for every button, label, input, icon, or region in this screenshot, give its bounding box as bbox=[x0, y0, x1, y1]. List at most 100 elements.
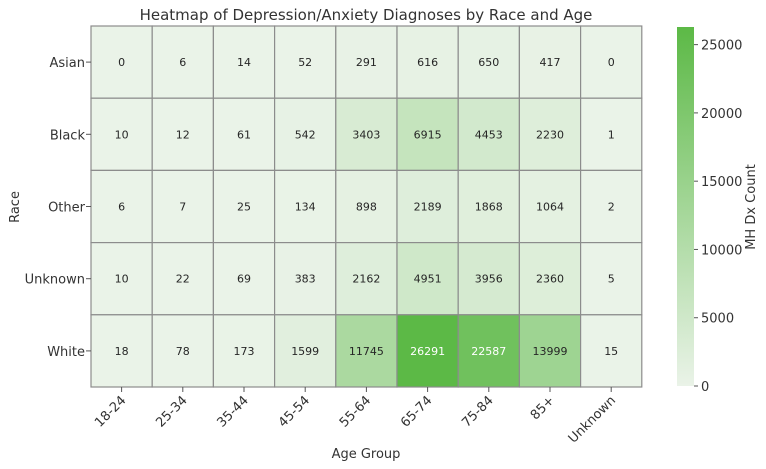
cell-value-label: 6 bbox=[118, 201, 125, 214]
x-axis-label: Age Group bbox=[332, 447, 401, 462]
y-tick-label: Black bbox=[50, 128, 86, 143]
heatmap-cell bbox=[518, 25, 582, 99]
colorbar-tick-label: 5000 bbox=[701, 312, 734, 327]
cell-value-label: 7 bbox=[179, 201, 186, 214]
heatmap-cell bbox=[274, 242, 337, 316]
colorbar-tick-label: 15000 bbox=[701, 175, 742, 190]
cell-value-label: 22587 bbox=[471, 345, 506, 358]
colorbar-tick-label: 0 bbox=[701, 380, 709, 395]
y-axis-label: Race bbox=[8, 191, 23, 223]
cell-value-label: 4453 bbox=[475, 128, 503, 141]
heatmap-cell bbox=[90, 25, 153, 99]
cell-value-label: 173 bbox=[234, 345, 255, 358]
heatmap-cell bbox=[90, 314, 153, 388]
colorbar-tick-label: 25000 bbox=[701, 39, 742, 54]
cell-value-label: 542 bbox=[295, 128, 316, 141]
cell-value-label: 2230 bbox=[536, 128, 564, 141]
cell-value-label: 898 bbox=[356, 201, 377, 214]
cell-value-label: 15 bbox=[604, 345, 618, 358]
x-tick-label: 35-44 bbox=[215, 393, 252, 430]
cell-value-label: 12 bbox=[176, 128, 190, 141]
colorbar: 0 5000 10000 15000 20000 25000 MH Dx Count bbox=[677, 27, 759, 395]
heatmap-cell bbox=[151, 242, 214, 316]
heatmap-cell bbox=[212, 314, 276, 388]
cell-value-label: 3956 bbox=[475, 273, 503, 286]
cell-value-label: 383 bbox=[295, 273, 316, 286]
cell-value-label: 11745 bbox=[349, 345, 384, 358]
heatmap-cell bbox=[212, 97, 276, 171]
colorbar-ticks: 0 5000 10000 15000 20000 25000 bbox=[694, 39, 742, 395]
chart-title: Heatmap of Depression/Anxiety Diagnoses … bbox=[140, 6, 593, 24]
cell-value-label: 3403 bbox=[352, 128, 380, 141]
heatmap-cell bbox=[396, 25, 459, 99]
heatmap-cell bbox=[457, 314, 521, 388]
y-axis-tick-labels: Asian Black Other Unknown White bbox=[25, 56, 91, 360]
cell-value-label: 616 bbox=[417, 56, 438, 69]
heatmap-cell bbox=[335, 169, 398, 244]
cell-value-label: 69 bbox=[237, 273, 251, 286]
cell-value-label: 1064 bbox=[536, 201, 564, 214]
cell-value-label: 5 bbox=[608, 273, 615, 286]
heatmap-cell bbox=[90, 97, 153, 171]
cell-value-label: 4951 bbox=[414, 273, 442, 286]
colorbar-gradient bbox=[677, 27, 694, 386]
cell-value-label: 291 bbox=[356, 56, 377, 69]
heatmap-cell bbox=[518, 97, 582, 171]
cell-value-label: 6915 bbox=[414, 128, 442, 141]
heatmap-cell bbox=[90, 242, 153, 316]
x-tick-label: 18-24 bbox=[92, 393, 129, 430]
cell-value-label: 22 bbox=[176, 273, 190, 286]
heatmap-cell bbox=[579, 314, 643, 388]
cell-value-label: 0 bbox=[118, 56, 125, 69]
cell-value-label: 2189 bbox=[414, 201, 442, 214]
cell-value-label: 2360 bbox=[536, 273, 564, 286]
heatmap-cell bbox=[579, 97, 643, 171]
cell-value-label: 1 bbox=[608, 128, 615, 141]
cell-value-label: 134 bbox=[295, 201, 316, 214]
x-axis-tick-labels: 18-24 25-34 35-44 45-54 55-64 65-74 75-84 85+ Un… bbox=[92, 387, 619, 447]
heatmap-cell bbox=[151, 25, 214, 99]
colorbar-tick-label: 20000 bbox=[701, 107, 742, 122]
heatmap-cell bbox=[274, 169, 337, 244]
cell-value-label: 78 bbox=[176, 345, 190, 358]
heatmap-cell bbox=[579, 242, 643, 316]
heatmap-cell-labels: 0 6 14 52 291 616 650 417 010 12 61 542 3403 6915 4453… bbox=[115, 56, 619, 358]
cell-value-label: 6 bbox=[179, 56, 186, 69]
x-tick-label: 75-84 bbox=[459, 393, 496, 430]
cell-value-label: 18 bbox=[115, 345, 129, 358]
heatmap-cell bbox=[212, 25, 276, 99]
cell-value-label: 2162 bbox=[352, 273, 380, 286]
y-tick-label: Other bbox=[48, 201, 86, 216]
cell-value-label: 25 bbox=[237, 201, 251, 214]
cell-value-label: 650 bbox=[478, 56, 499, 69]
y-tick-label: Asian bbox=[50, 56, 85, 71]
heatmap-cell bbox=[90, 169, 153, 244]
heatmap-cells bbox=[90, 25, 643, 388]
heatmap-cell bbox=[212, 169, 276, 244]
x-tick-label: 65-74 bbox=[398, 393, 435, 430]
cell-value-label: 52 bbox=[298, 56, 312, 69]
cell-value-label: 417 bbox=[540, 56, 561, 69]
x-tick-label: 85+ bbox=[528, 393, 558, 423]
heatmap-cell bbox=[396, 314, 459, 388]
x-tick-label: 45-54 bbox=[276, 393, 313, 430]
heatmap-cell bbox=[335, 97, 398, 171]
heatmap-cell bbox=[274, 314, 337, 388]
cell-value-label: 14 bbox=[237, 56, 251, 69]
x-tick-label: 25-34 bbox=[153, 393, 190, 430]
heatmap-cell bbox=[457, 169, 521, 244]
cell-value-label: 1599 bbox=[291, 345, 319, 358]
y-tick-label: White bbox=[47, 345, 85, 360]
heatmap-cell bbox=[151, 169, 214, 244]
heatmap-cell bbox=[457, 97, 521, 171]
cell-value-label: 2 bbox=[608, 201, 615, 214]
cell-value-label: 1868 bbox=[475, 201, 503, 214]
y-tick-label: Unknown bbox=[25, 273, 85, 288]
x-tick-label: 55-64 bbox=[337, 393, 374, 430]
x-tick-label: Unknown bbox=[566, 393, 619, 446]
cell-value-label: 10 bbox=[115, 128, 129, 141]
cell-value-label: 61 bbox=[237, 128, 251, 141]
cell-value-label: 0 bbox=[608, 56, 615, 69]
cell-value-label: 13999 bbox=[533, 345, 568, 358]
